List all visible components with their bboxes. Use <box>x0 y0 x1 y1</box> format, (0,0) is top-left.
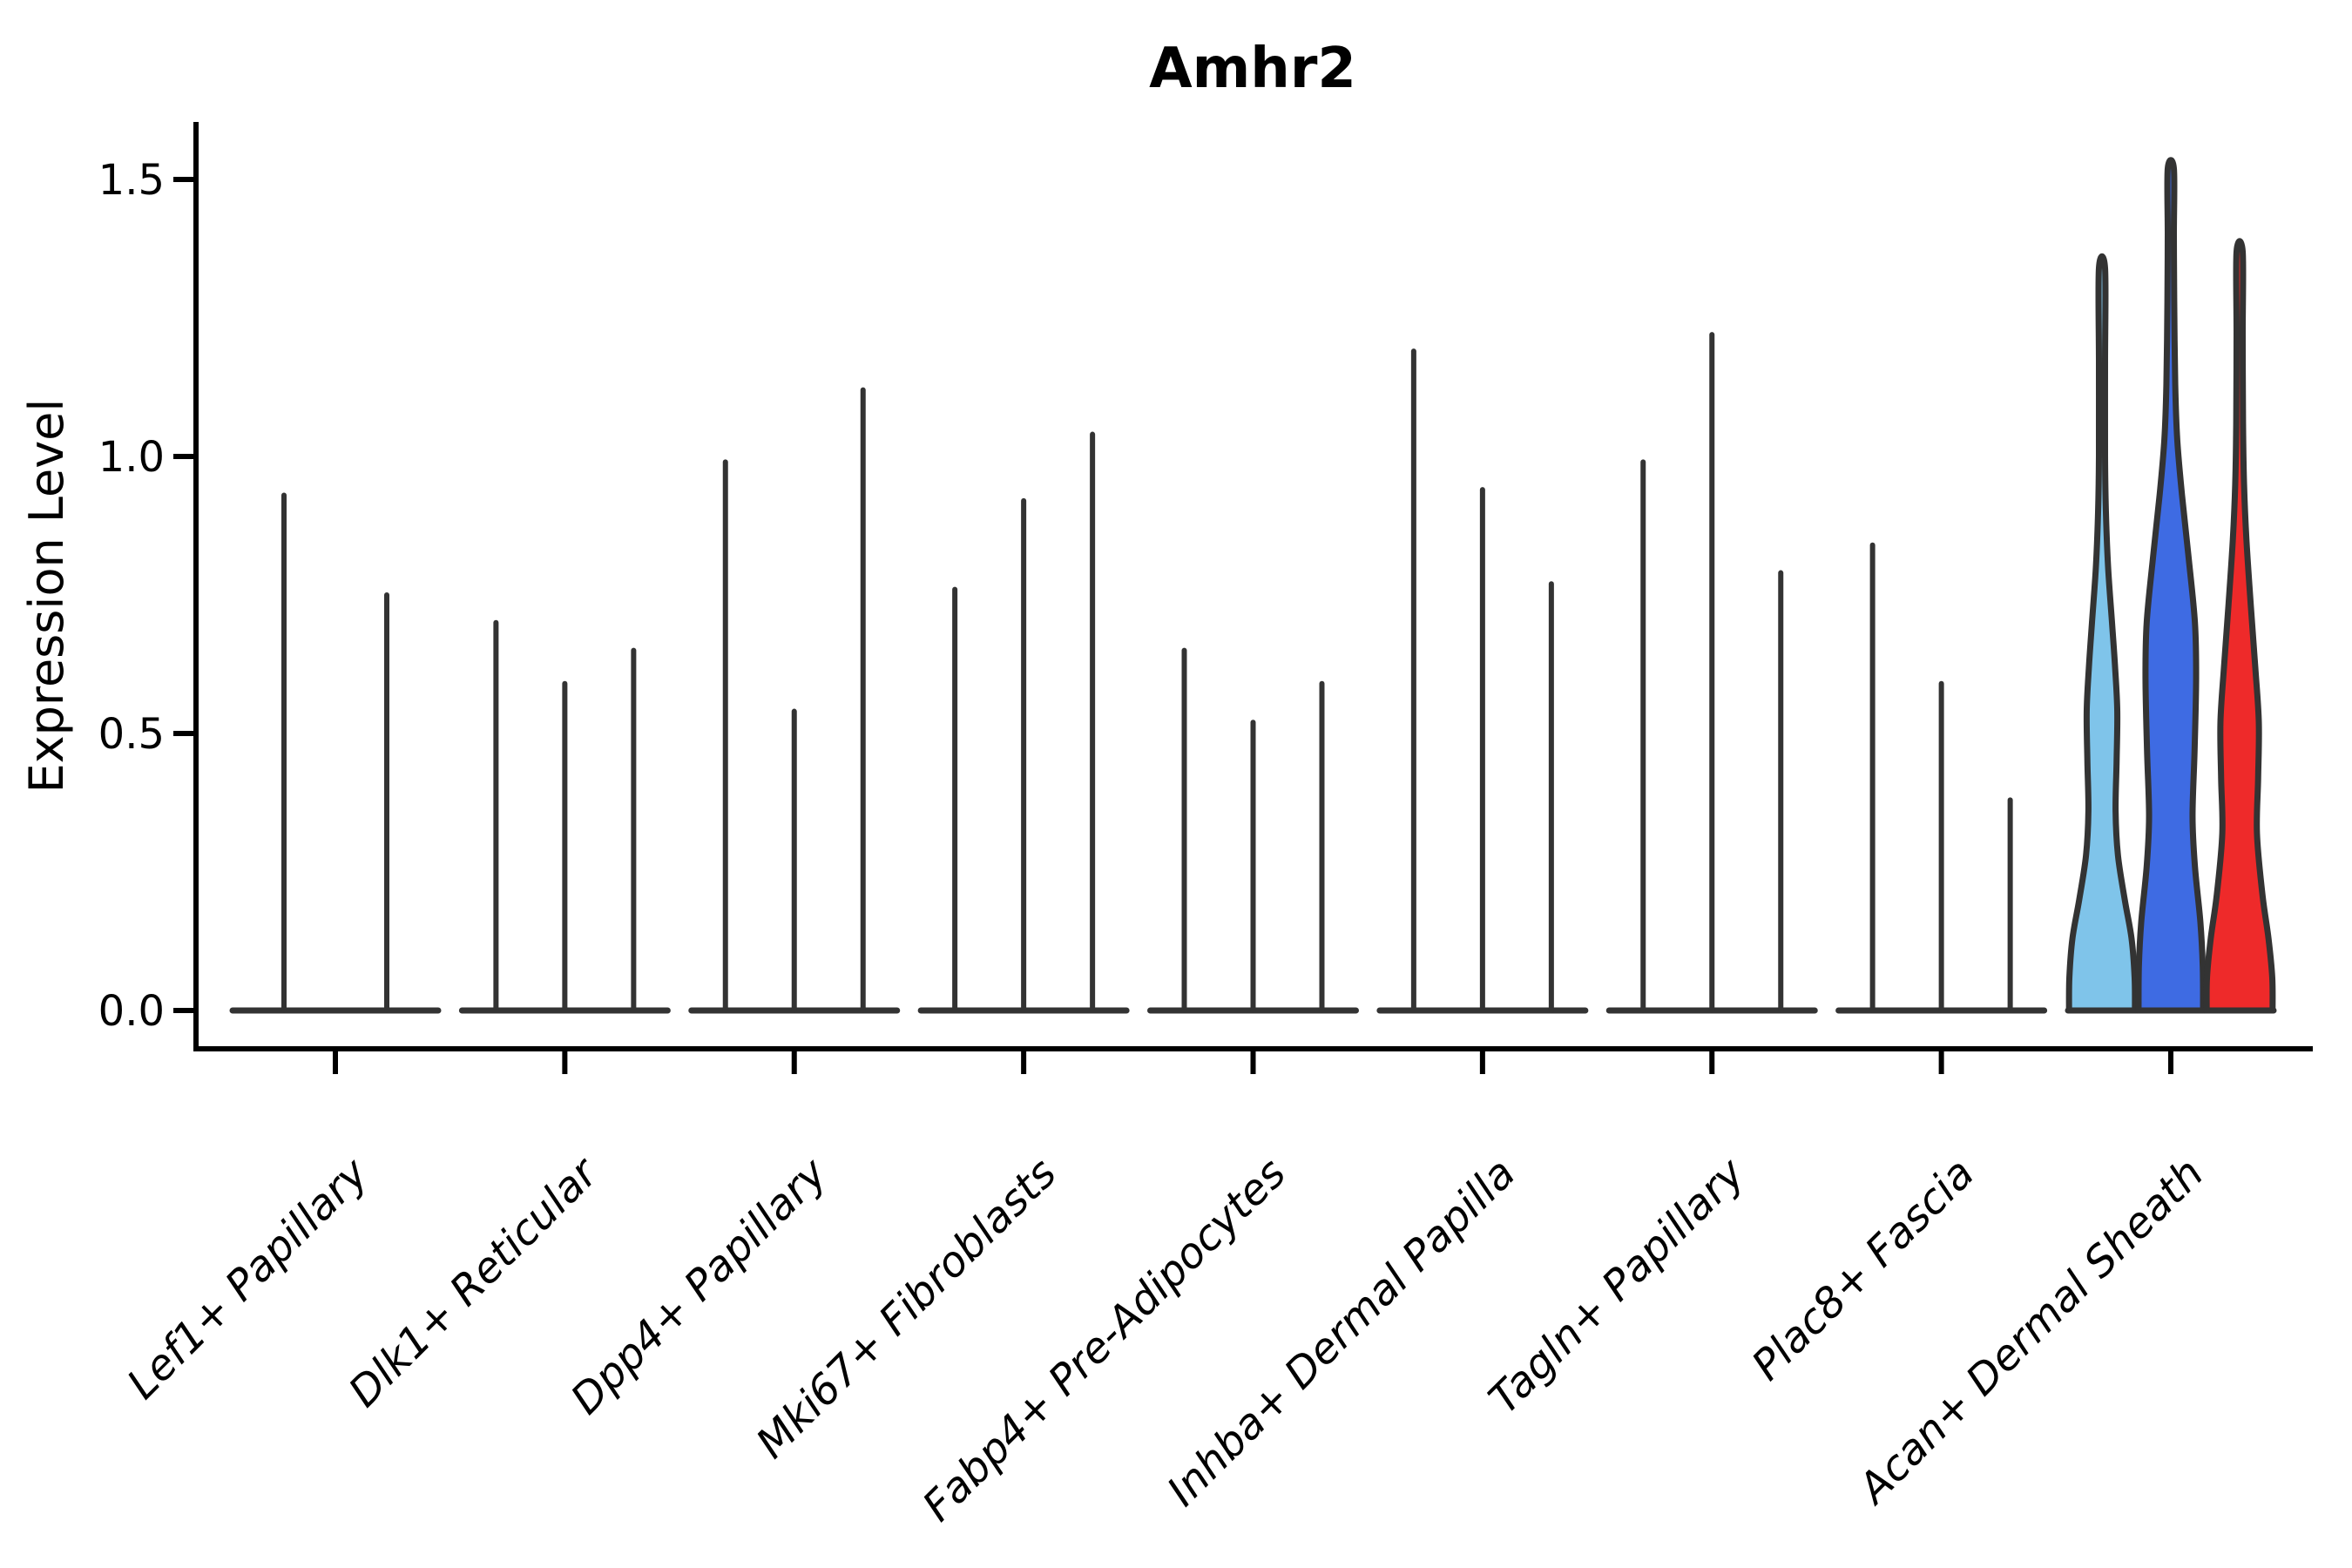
plot-area <box>229 157 2277 1014</box>
x-category-label: Lef1+ Papillary <box>118 1148 378 1409</box>
x-category-label: Fabp4+ Pre-Adipocytes <box>913 1149 1295 1531</box>
violin-body <box>2203 238 2276 1014</box>
x-category-label: Tagln+ Papillary <box>1480 1148 1755 1423</box>
violin-body <box>2135 157 2207 1014</box>
x-category-label: Dpp4+ Papillary <box>562 1148 837 1423</box>
y-axis-label: Expression Level <box>19 399 74 794</box>
y-tick-label: 1.5 <box>98 156 165 205</box>
y-tick-label: 1.0 <box>98 433 165 482</box>
x-category-label: Plac8+ Fascia <box>1742 1149 1984 1390</box>
y-tick-label: 0.5 <box>98 710 165 759</box>
y-axis: 0.0 0.5 1.0 1.5 <box>98 156 196 1036</box>
y-tick-label: 0.0 <box>98 987 165 1036</box>
x-category-label: Dlk1+ Reticular <box>340 1147 610 1417</box>
violin-body <box>2065 253 2139 1014</box>
chart-title: Amhr2 <box>1149 37 1356 101</box>
